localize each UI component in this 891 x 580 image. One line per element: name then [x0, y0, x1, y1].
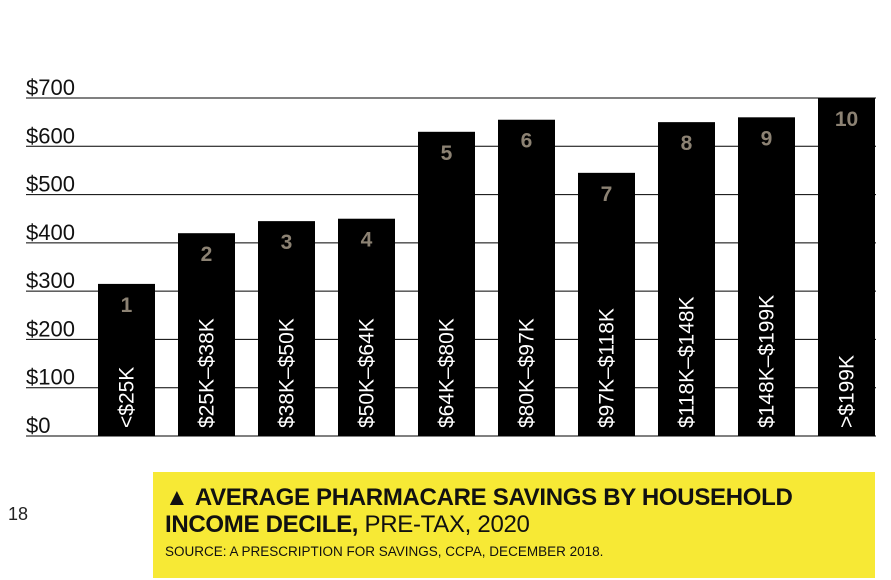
bar	[178, 233, 235, 436]
category-label: $64K–$80K	[436, 318, 459, 428]
category-label: $148K–$199K	[756, 295, 779, 428]
bar	[418, 131, 475, 437]
chart-title: ▲ AVERAGE PHARMACARE SAVINGS BY HOUSEHOL…	[165, 484, 863, 538]
bar	[258, 221, 315, 436]
y-tick-label: $300	[26, 268, 75, 293]
bar	[98, 283, 155, 436]
bar	[658, 122, 715, 437]
decile-label: 3	[281, 231, 293, 254]
decile-label: 8	[681, 132, 693, 155]
category-label: $38K–$50K	[276, 318, 299, 428]
category-label: >$199K	[836, 355, 859, 428]
decile-label: 10	[835, 108, 858, 131]
bar	[498, 119, 555, 436]
category-label: $118K–$148K	[676, 296, 699, 428]
caption-title-bold: AVERAGE PHARMACARE SAVINGS BY HOUSEHOLD …	[165, 484, 793, 538]
bar	[818, 98, 875, 436]
category-label: <$25K	[116, 367, 139, 428]
page-number: 18	[8, 504, 29, 524]
category-label: $97K–$118K	[596, 308, 619, 428]
bar	[738, 117, 795, 437]
bar	[578, 172, 635, 437]
decile-label: 2	[201, 243, 213, 266]
y-tick-label: $600	[26, 123, 75, 148]
decile-label: 5	[441, 142, 453, 165]
y-tick-label: $400	[26, 220, 75, 245]
decile-label: 7	[601, 183, 613, 206]
decile-label: 1	[121, 294, 133, 317]
bar	[338, 218, 395, 436]
y-tick-label: $500	[26, 172, 75, 197]
category-label: $25K–$38K	[196, 318, 219, 428]
decile-label: 6	[521, 130, 533, 153]
chart-caption: ▲ AVERAGE PHARMACARE SAVINGS BY HOUSEHOL…	[153, 472, 875, 578]
category-label: $80K–$97K	[516, 318, 539, 428]
decile-label: 4	[361, 229, 373, 252]
caption-marker-icon: ▲	[165, 484, 189, 511]
y-tick-label: $200	[26, 316, 75, 341]
y-tick-label: $0	[26, 413, 50, 438]
decile-label: 9	[761, 127, 773, 150]
chart-source: SOURCE: A PRESCRIPTION FOR SAVINGS, CCPA…	[165, 544, 604, 559]
caption-title-light: PRE-TAX, 2020	[364, 511, 530, 538]
y-tick-label: $700	[26, 75, 75, 100]
y-tick-label: $100	[26, 365, 75, 390]
bar-chart: $0 $100 $200 $300 $400 $500 $600 $700 1 <$25K 2 $25…	[26, 75, 876, 438]
category-label: $50K–$64K	[356, 318, 379, 428]
